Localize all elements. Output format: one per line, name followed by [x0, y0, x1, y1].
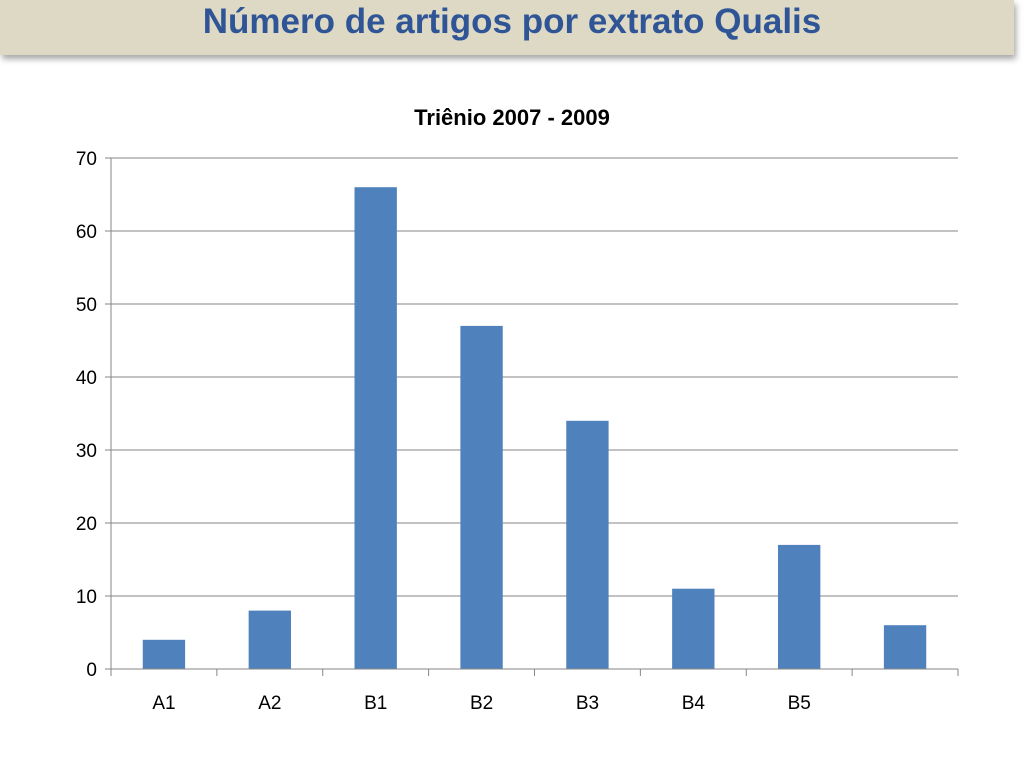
- y-tick-label: 10: [76, 587, 97, 608]
- y-tick-label: 20: [76, 514, 97, 535]
- bar: [354, 187, 397, 669]
- bar: [672, 588, 715, 669]
- x-tick-label: B3: [576, 693, 599, 714]
- bars: [142, 187, 927, 669]
- y-tick-label: 0: [86, 660, 97, 681]
- bar: [566, 420, 609, 669]
- x-tick-label: B5: [788, 693, 811, 714]
- chart-title: Triênio 2007 - 2009: [414, 105, 610, 130]
- y-tick-label: 50: [76, 295, 97, 316]
- bar: [883, 625, 927, 669]
- x-tick-label: B4: [682, 693, 706, 714]
- x-tick-label: B2: [470, 693, 493, 714]
- y-tick-label: 60: [76, 222, 97, 243]
- bar: [460, 325, 503, 669]
- title-bar: [0, 0, 1014, 55]
- bar: [778, 544, 821, 669]
- slide-title: Número de artigos por extrato Qualis: [202, 2, 822, 41]
- x-tick-label: A1: [152, 693, 175, 714]
- axes: 0 10 20 30 40 50 60 70 A1 A2 B1 B2 B3 B4 B5: [76, 149, 959, 714]
- y-tick-label: 30: [76, 441, 97, 462]
- y-tick-label: 40: [76, 368, 97, 389]
- bar: [248, 610, 291, 669]
- bar: [142, 639, 186, 669]
- x-tick-label: A2: [258, 693, 281, 714]
- gridlines: [111, 157, 958, 597]
- y-tick-label: 70: [76, 149, 97, 170]
- x-tick-label: B1: [364, 693, 387, 714]
